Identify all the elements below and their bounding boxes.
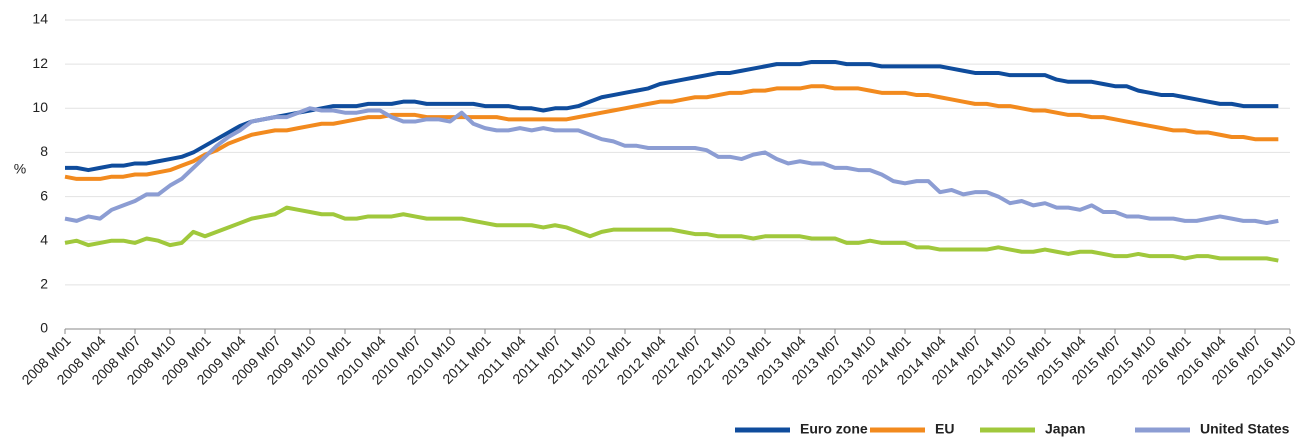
y-tick-label: 14 [32, 11, 48, 27]
y-tick-label: 8 [40, 143, 48, 159]
legend-label: Japan [1045, 421, 1085, 437]
y-tick-label: 4 [40, 231, 48, 247]
y-tick-label: 0 [40, 320, 48, 336]
y-axis-label: % [14, 161, 26, 177]
y-tick-label: 12 [32, 55, 48, 71]
legend-label: EU [935, 421, 954, 437]
series-line [64, 84, 1279, 181]
legend-label: Euro zone [800, 421, 868, 437]
y-tick-label: 6 [40, 187, 48, 203]
series-line [64, 205, 1279, 263]
series-line [64, 106, 1279, 226]
y-tick-label: 2 [40, 276, 48, 292]
y-tick-label: 10 [32, 99, 48, 115]
legend-label: United States [1200, 421, 1290, 437]
